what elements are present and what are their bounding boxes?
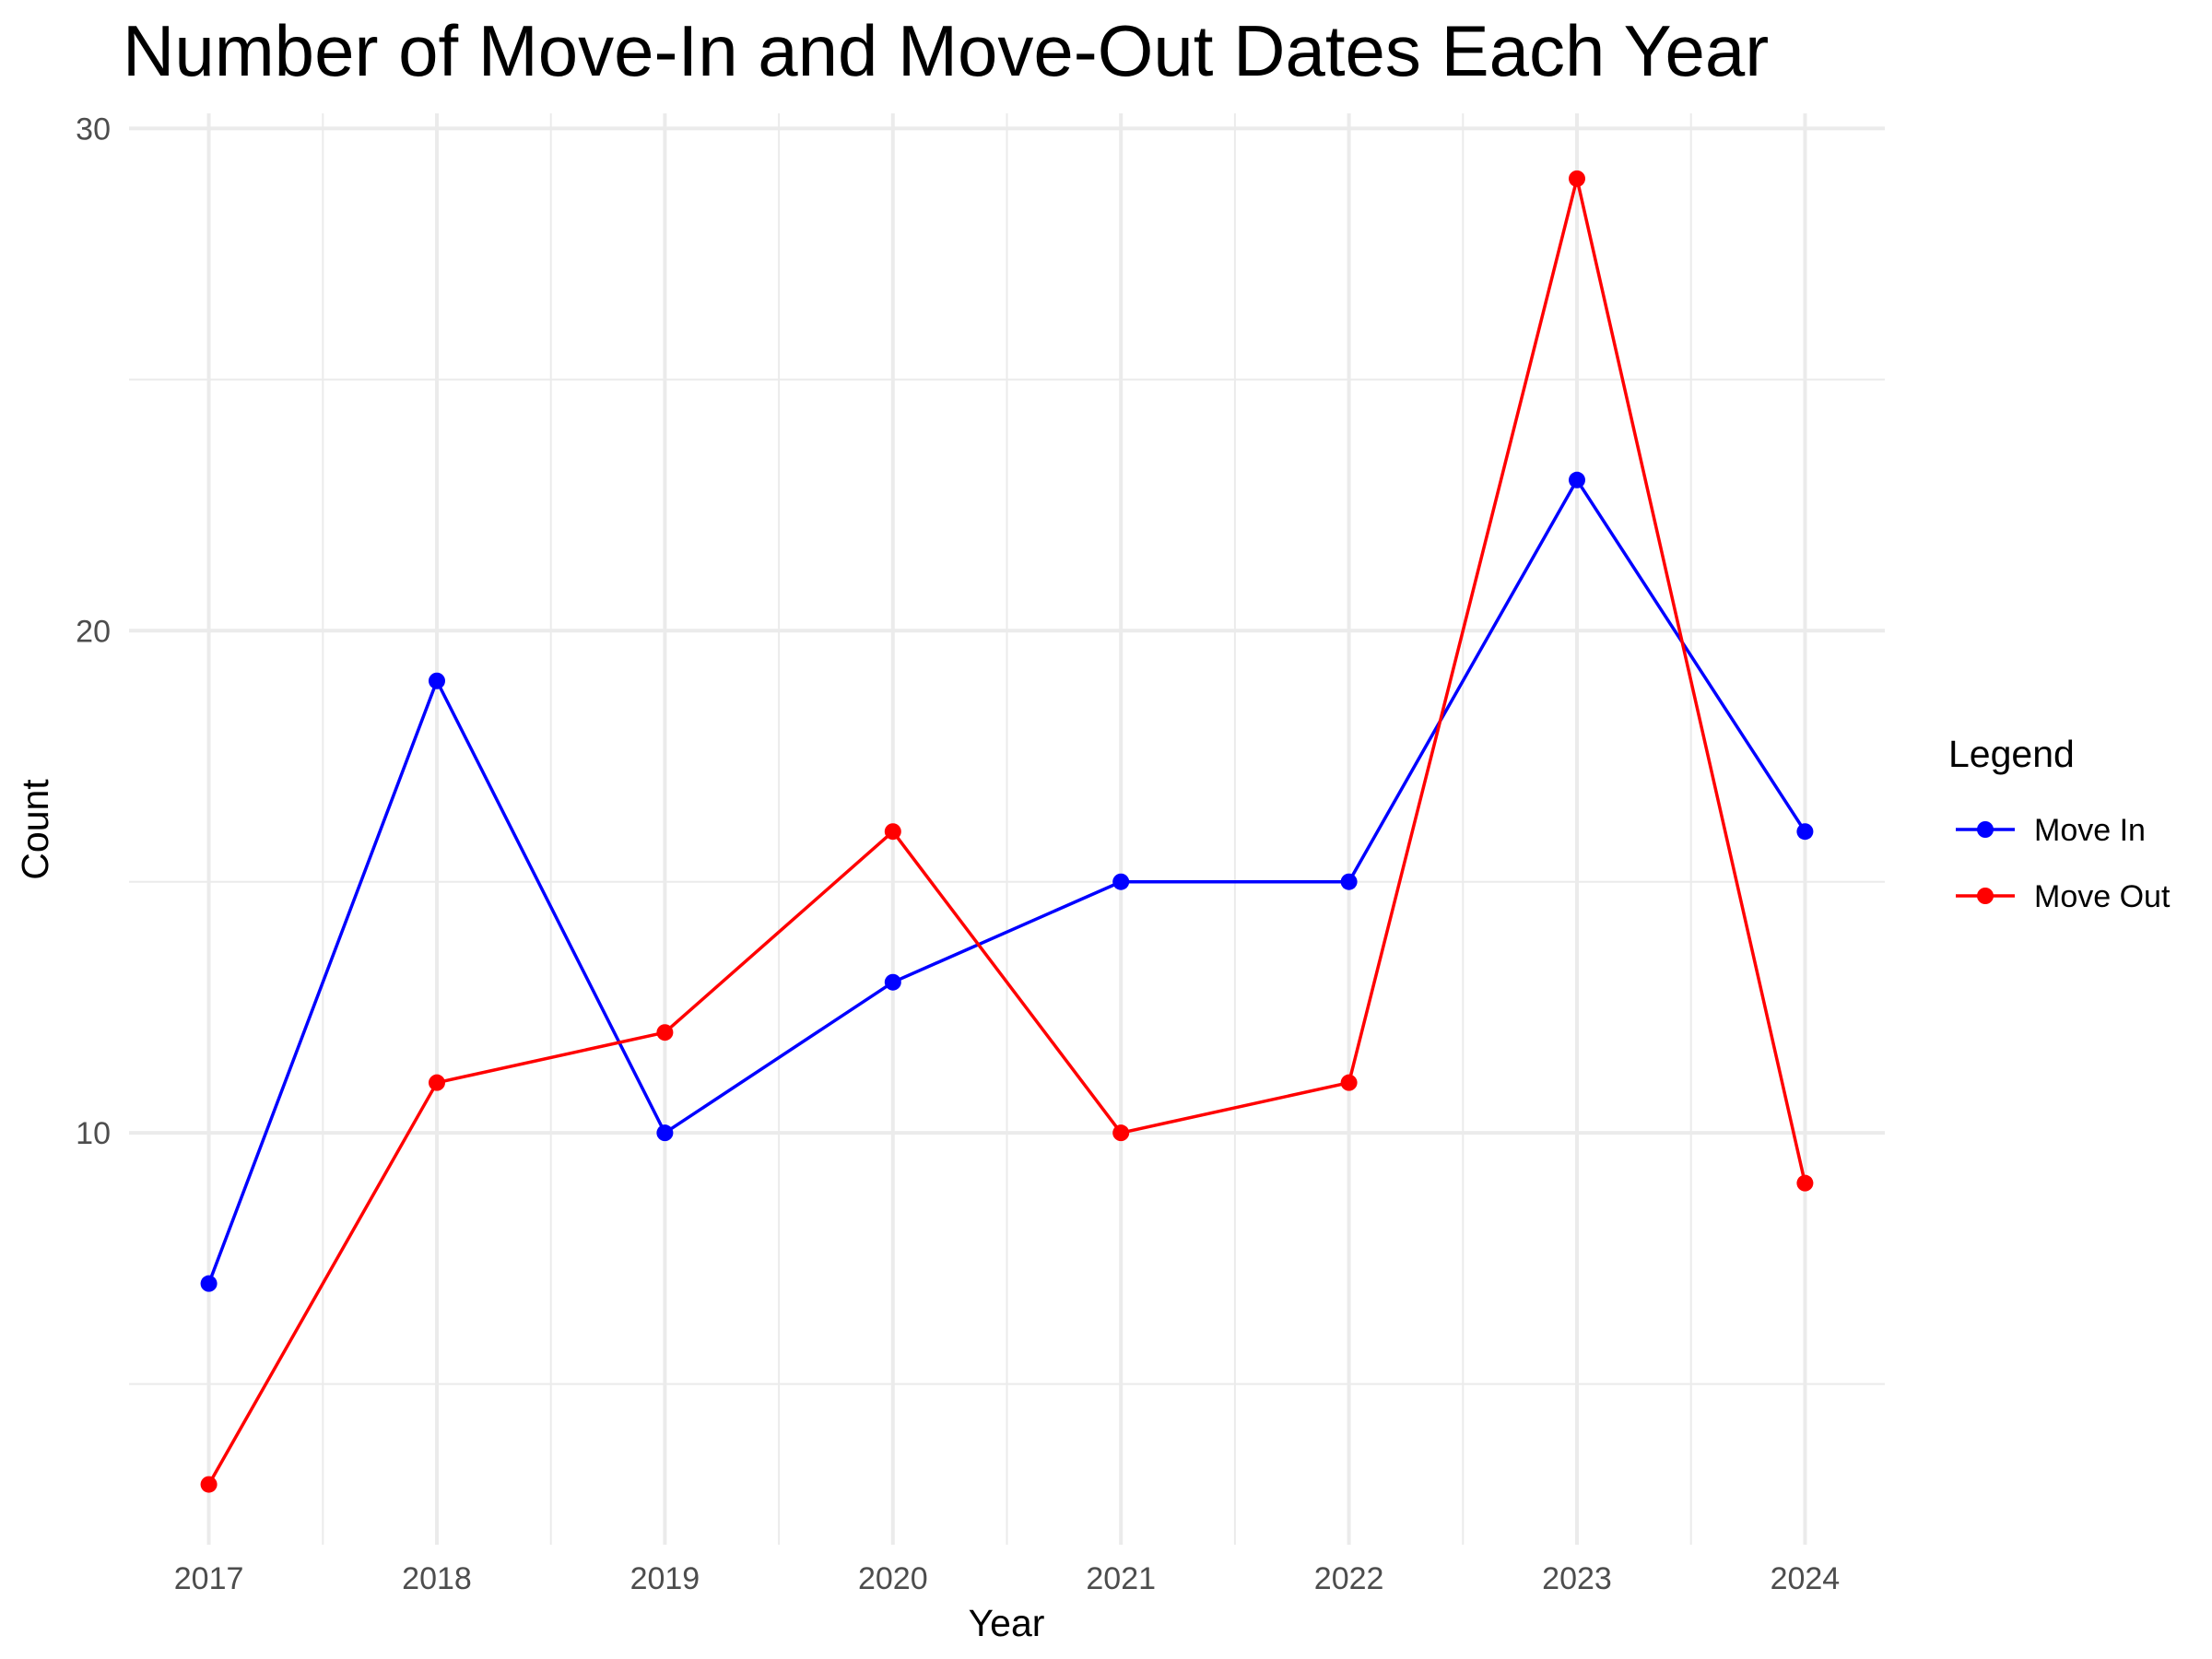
- move-out-point: [428, 1074, 445, 1091]
- x-tick-label: 2017: [174, 1561, 244, 1596]
- grid: [129, 113, 1885, 1545]
- move-out-point: [1112, 1124, 1130, 1142]
- move-out-point: [1340, 1074, 1358, 1091]
- move-in-line: [206, 478, 1806, 1285]
- x-tick-label: 2020: [858, 1561, 928, 1596]
- move-out-point: [1796, 1174, 1814, 1192]
- y-axis-ticks: 10 20 30: [76, 112, 111, 1151]
- move-out-point: [1569, 170, 1586, 187]
- legend-key-point-move-in: [1977, 821, 1994, 838]
- move-in-point: [884, 973, 901, 991]
- legend-label-move-in: Move In: [2034, 813, 2146, 848]
- move-in-point: [656, 1124, 674, 1142]
- chart-title: Number of Move-In and Move-Out Dates Eac…: [123, 10, 1769, 91]
- x-tick-label: 2021: [1086, 1561, 1156, 1596]
- legend-title: Legend: [1948, 733, 2075, 775]
- move-in-point: [428, 672, 445, 689]
- x-tick-label: 2024: [1771, 1561, 1841, 1596]
- y-axis-title: Count: [14, 779, 56, 880]
- x-tick-label: 2022: [1314, 1561, 1384, 1596]
- move-out-point: [884, 823, 901, 841]
- move-in-point: [1112, 873, 1130, 890]
- move-in-point: [1796, 823, 1814, 841]
- legend-key-point-move-out: [1977, 888, 1994, 904]
- legend: Move In Move Out: [1956, 813, 2171, 914]
- move-in-point: [1340, 873, 1358, 890]
- x-axis-ticks: 2017 2018 2019 2020 2021 2022 2023 2024: [174, 1561, 1840, 1596]
- legend-label-move-out: Move Out: [2034, 879, 2171, 914]
- y-tick-label: 20: [76, 614, 111, 649]
- x-tick-label: 2018: [402, 1561, 472, 1596]
- move-out-point: [200, 1476, 218, 1493]
- x-tick-label: 2023: [1542, 1561, 1612, 1596]
- move-out-line: [207, 177, 1807, 1486]
- move-out-point: [656, 1024, 674, 1041]
- x-axis-title: Year: [969, 1602, 1045, 1644]
- series-layer: [200, 170, 1814, 1493]
- x-tick-label: 2019: [630, 1561, 700, 1596]
- move-in-point: [1569, 471, 1586, 488]
- y-tick-label: 10: [76, 1116, 111, 1151]
- y-tick-label: 30: [76, 112, 111, 147]
- move-in-point: [200, 1275, 218, 1292]
